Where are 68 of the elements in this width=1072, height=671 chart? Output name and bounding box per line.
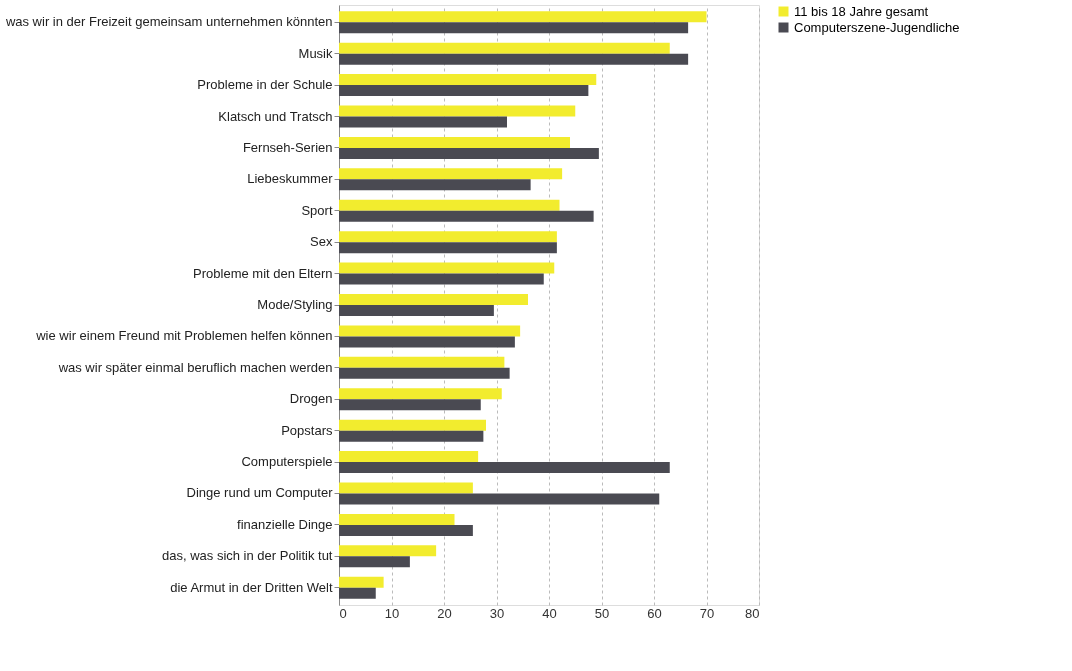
y-tick-label: Sport bbox=[301, 202, 333, 218]
bar bbox=[339, 168, 563, 180]
bar bbox=[339, 231, 557, 243]
bar bbox=[339, 273, 544, 285]
bar bbox=[339, 556, 410, 568]
bar bbox=[339, 493, 660, 505]
bar bbox=[339, 513, 455, 525]
bar bbox=[339, 116, 507, 128]
x-tick-label: 30 bbox=[489, 605, 505, 621]
y-tick-label: finanzielle Dinge bbox=[237, 516, 333, 532]
y-tick-label: Popstars bbox=[281, 422, 333, 438]
bar bbox=[339, 105, 576, 117]
bar bbox=[339, 294, 528, 305]
bar bbox=[339, 587, 376, 599]
y-tick-label: Probleme mit den Eltern bbox=[193, 265, 333, 281]
bar bbox=[339, 388, 502, 400]
bar bbox=[339, 42, 670, 54]
y-tick-label: Mode/Styling bbox=[257, 297, 333, 312]
y-tick-label: Drogen bbox=[289, 391, 333, 407]
bar bbox=[339, 356, 505, 368]
bar bbox=[339, 430, 484, 442]
x-tick-label: 80 bbox=[745, 605, 760, 621]
bar bbox=[339, 242, 557, 254]
bar bbox=[339, 482, 473, 494]
y-tick-label: die Armut in der Dritten Welt bbox=[170, 579, 333, 595]
y-tick-label: Klatsch und Tratsch bbox=[218, 108, 333, 124]
y-tick-label: was wir später einmal beruflich machen werden bbox=[57, 359, 333, 375]
y-tick-label: wie wir einem Freund mit Problemen helfen können bbox=[35, 328, 333, 344]
bar bbox=[339, 199, 560, 211]
y-tick-label: Computerspiele bbox=[241, 454, 333, 470]
bar bbox=[339, 74, 597, 86]
bar bbox=[339, 136, 570, 148]
x-tick-label: 70 bbox=[699, 605, 715, 621]
bar bbox=[339, 419, 486, 431]
bar bbox=[339, 305, 494, 316]
x-tick-label: 40 bbox=[542, 605, 557, 621]
bar bbox=[339, 53, 689, 65]
bar bbox=[339, 325, 521, 337]
bar bbox=[339, 336, 515, 348]
bar bbox=[339, 524, 473, 536]
y-tick-label: Sex bbox=[310, 234, 333, 250]
legend-label: Computerszene-Jugendliche bbox=[794, 19, 960, 35]
bar bbox=[339, 367, 510, 379]
legend-label: 11 bis 18 Jahre gesamt bbox=[794, 3, 929, 19]
bar bbox=[339, 85, 589, 97]
bar bbox=[339, 11, 707, 23]
x-tick-label: 50 bbox=[594, 605, 610, 621]
y-tick-label: das, was sich in der Politik tut bbox=[161, 548, 333, 564]
x-tick-label: 60 bbox=[647, 605, 662, 621]
bar bbox=[339, 399, 481, 411]
y-tick-label: Fernseh-Serien bbox=[242, 139, 333, 155]
bar bbox=[339, 462, 670, 474]
x-tick-label: 10 bbox=[384, 605, 400, 621]
y-tick-label: Liebeskummer bbox=[247, 171, 334, 187]
bar bbox=[339, 545, 437, 557]
bar bbox=[339, 179, 531, 191]
bar bbox=[339, 262, 555, 274]
bar bbox=[339, 22, 689, 34]
bar bbox=[339, 210, 594, 222]
y-tick-label: Musik bbox=[298, 45, 333, 61]
bar bbox=[339, 451, 479, 463]
bar bbox=[339, 576, 384, 588]
x-tick-label: 0 bbox=[339, 605, 347, 621]
y-tick-label: was wir in der Freizeit gemeinsam unternehmen könnten bbox=[4, 14, 333, 30]
x-tick-label: 20 bbox=[437, 605, 452, 621]
y-tick-label: Probleme in der Schule bbox=[197, 77, 333, 93]
bar bbox=[339, 147, 599, 159]
y-tick-label: Dinge rund um Computer bbox=[186, 485, 334, 501]
